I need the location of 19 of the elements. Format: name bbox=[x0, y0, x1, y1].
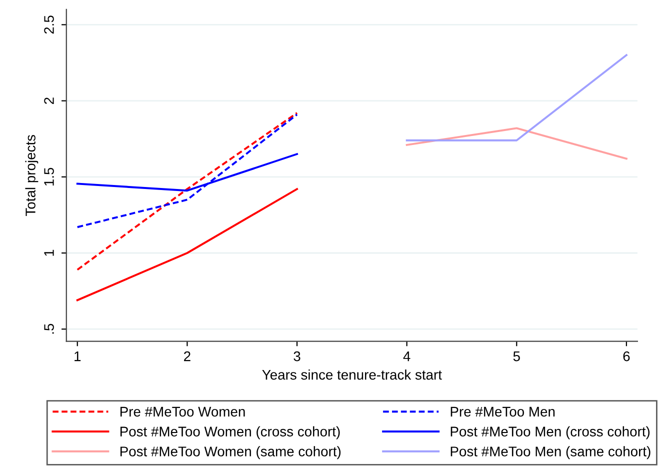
x-tick-label: 5 bbox=[513, 352, 520, 362]
legend-label: Post #MeToo Women (cross cohort) bbox=[120, 426, 340, 440]
x-tick-label: 2 bbox=[184, 351, 190, 362]
legend-label: Pre #MeToo Men bbox=[450, 406, 555, 417]
x-tick-label: 1 bbox=[74, 352, 81, 362]
y-tick-label: 2 bbox=[44, 98, 54, 104]
legend-label: Post #MeToo Men (cross cohort) bbox=[450, 426, 650, 440]
x-axis-title: Years since tenure-track start bbox=[262, 370, 442, 380]
y-tick-label: 2.5 bbox=[44, 16, 54, 34]
y-tick-label: .5 bbox=[44, 324, 54, 334]
x-tick-label: 3 bbox=[294, 351, 300, 362]
y-axis-title: Total projects bbox=[25, 134, 38, 216]
legend-label: Pre #MeToo Women bbox=[120, 406, 245, 417]
y-tick-label: 1.5 bbox=[44, 168, 54, 186]
legend-label: Post #MeToo Men (same cohort) bbox=[450, 446, 650, 460]
x-tick-label: 6 bbox=[623, 351, 630, 362]
legend-label: Post #MeToo Women (same cohort) bbox=[120, 446, 341, 460]
x-tick-label: 4 bbox=[403, 352, 410, 362]
y-tick-label: 1 bbox=[44, 250, 54, 256]
